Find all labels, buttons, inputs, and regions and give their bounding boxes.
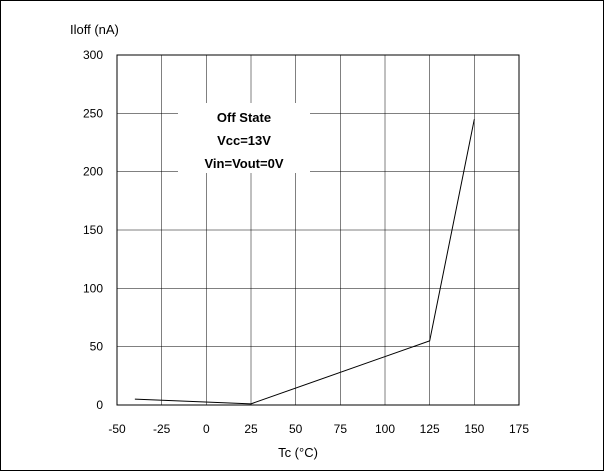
x-tick-label: 150 xyxy=(464,422,484,436)
plot-border xyxy=(116,54,520,406)
y-tick-label: 50 xyxy=(90,340,104,354)
x-tick-label: -50 xyxy=(108,422,126,436)
annotation-box xyxy=(178,103,310,173)
y-tick-label: 200 xyxy=(83,165,103,179)
y-tick-labels: 0 50 100 150 200 250 300 xyxy=(83,48,103,412)
y-tick-label: 100 xyxy=(83,281,103,295)
x-axis-label: Tc (°C) xyxy=(278,445,318,460)
x-tick-label: 25 xyxy=(244,422,258,436)
annotation-vcc: Vcc=13V xyxy=(217,133,271,148)
annotation-vin-vout: Vin=Vout=0V xyxy=(205,156,284,171)
x-tick-label: 175 xyxy=(509,422,529,436)
grid xyxy=(117,55,519,405)
x-tick-labels: -50 -25 0 25 50 75 100 125 150 175 xyxy=(108,422,529,436)
y-tick-label: 300 xyxy=(83,48,103,62)
x-tick-label: 75 xyxy=(334,422,348,436)
x-tick-label: 125 xyxy=(420,422,440,436)
y-axis-label: Iloff (nA) xyxy=(70,22,119,37)
series xyxy=(134,119,475,405)
x-tick-label: 100 xyxy=(375,422,395,436)
y-tick-label: 250 xyxy=(83,106,103,120)
x-tick-label: -25 xyxy=(153,422,171,436)
annotation-off-state: Off State xyxy=(217,110,271,125)
y-tick-label: 0 xyxy=(96,398,103,412)
x-tick-label: 50 xyxy=(289,422,303,436)
series-line xyxy=(134,119,475,405)
x-tick-label: 0 xyxy=(203,422,210,436)
y-tick-label: 150 xyxy=(83,223,103,237)
